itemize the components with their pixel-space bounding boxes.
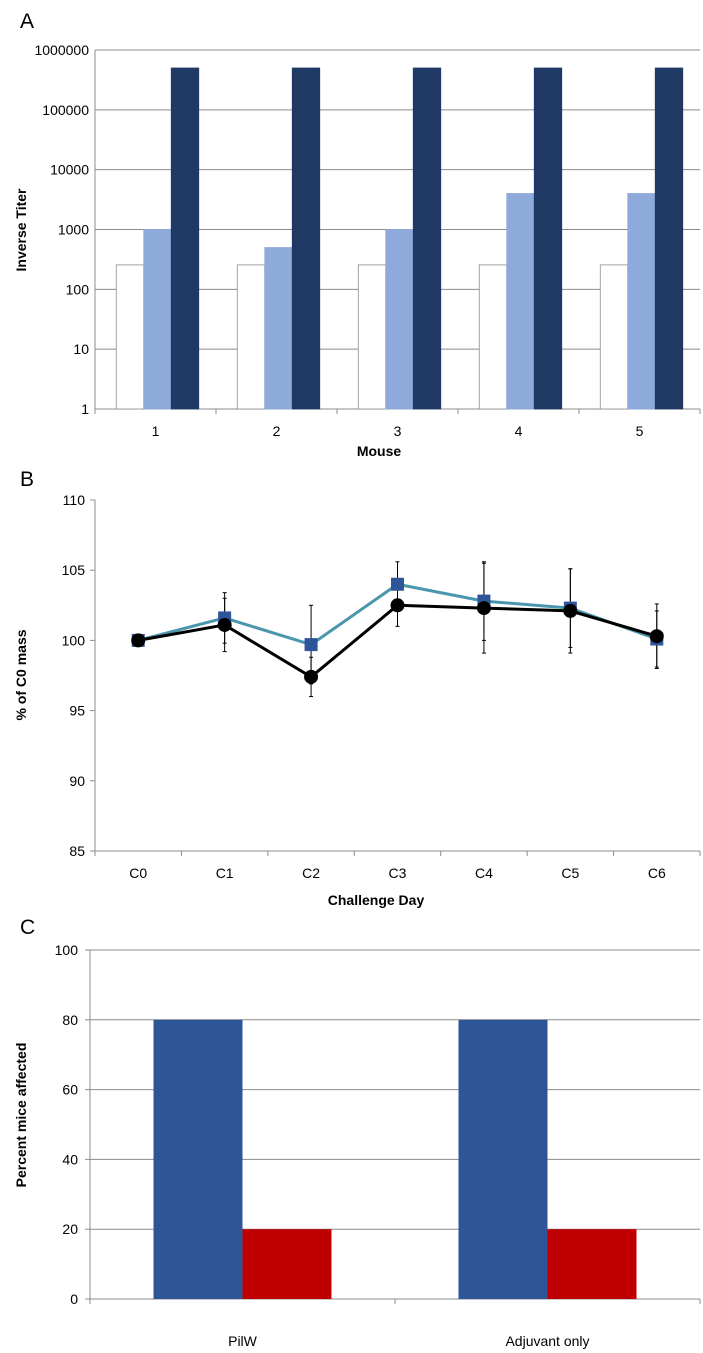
bar xyxy=(153,1019,243,1299)
bar xyxy=(143,229,172,410)
panel-letter-c: C xyxy=(20,916,35,939)
x-tick-label: 4 xyxy=(515,423,523,439)
chart-b-x-axis-title: Challenge Day xyxy=(328,892,425,908)
y-tick-label: 1000 xyxy=(58,222,89,238)
y-tick-label: 110 xyxy=(63,492,86,508)
bar xyxy=(357,264,387,410)
data-point-circle xyxy=(217,617,232,632)
chart-a-y-axis-title: Inverse Titer xyxy=(13,188,29,272)
bar xyxy=(599,264,629,410)
y-tick-label: 60 xyxy=(62,1082,78,1098)
x-tick-label: Adjuvant only xyxy=(505,1333,589,1349)
bar xyxy=(627,193,656,410)
bar xyxy=(654,67,684,410)
y-tick-label: 85 xyxy=(69,843,85,859)
bar xyxy=(236,264,266,410)
y-tick-label: 10000 xyxy=(50,162,89,178)
chart-c-y-axis-title: Percent mice affected xyxy=(13,1043,29,1188)
bar xyxy=(506,193,535,410)
y-tick-label: 1 xyxy=(81,401,89,417)
y-tick-label: 40 xyxy=(62,1151,78,1167)
y-tick-label: 0 xyxy=(70,1291,78,1307)
data-point-circle xyxy=(304,669,319,684)
data-point-circle xyxy=(390,598,405,613)
panel-letter-a: A xyxy=(20,10,34,33)
y-tick-label: 80 xyxy=(62,1012,78,1028)
x-tick-label: 1 xyxy=(152,423,160,439)
y-tick-label: 1000000 xyxy=(34,42,89,58)
data-point-square xyxy=(304,638,318,652)
x-tick-label: C4 xyxy=(475,865,493,881)
x-tick-label: C3 xyxy=(389,865,407,881)
y-tick-label: 100 xyxy=(55,942,79,958)
chart-a-x-axis-title: Mouse xyxy=(357,443,402,459)
inverse-titer-chart: 1 10 100 1000 10000 100000 1000000 1 2 3 4 5 xyxy=(34,42,701,439)
data-point-square xyxy=(391,577,404,591)
bar xyxy=(412,67,442,410)
percent-affected-chart: 0 20 40 60 80 100 PilW Adjuvant only xyxy=(55,942,701,1349)
chart-b-y-axis-title: % of C0 mass xyxy=(13,629,29,720)
bar xyxy=(458,1019,548,1299)
x-tick-label: PilW xyxy=(228,1333,258,1349)
bar xyxy=(478,264,508,410)
mass-line-chart: 85 90 95 100 105 110 C0 C1 C2 C3 C4 C5 C6 xyxy=(62,492,701,881)
x-tick-label: C6 xyxy=(648,865,666,881)
bar xyxy=(291,67,321,410)
bar xyxy=(547,1229,637,1299)
y-tick-label: 90 xyxy=(69,773,85,789)
data-point-circle xyxy=(563,603,578,618)
y-tick-label: 105 xyxy=(62,562,86,578)
bar xyxy=(264,247,293,410)
y-tick-label: 20 xyxy=(62,1221,78,1237)
x-tick-label: 5 xyxy=(636,423,644,439)
x-tick-label: 3 xyxy=(394,423,402,439)
x-tick-label: C2 xyxy=(302,865,320,881)
panel-letter-b: B xyxy=(20,468,34,491)
y-tick-label: 100 xyxy=(66,281,90,297)
y-tick-label: 95 xyxy=(69,703,85,719)
x-tick-label: C0 xyxy=(129,865,147,881)
y-tick-label: 10 xyxy=(73,341,89,357)
x-tick-label: C5 xyxy=(561,865,579,881)
bar xyxy=(115,264,145,410)
data-point-circle xyxy=(131,633,146,648)
data-point-circle xyxy=(649,629,664,644)
bar xyxy=(242,1229,332,1299)
y-tick-label: 100000 xyxy=(42,102,89,118)
x-tick-label: C1 xyxy=(216,865,234,881)
y-tick-label: 100 xyxy=(62,632,86,648)
data-point-circle xyxy=(476,601,491,616)
x-tick-label: 2 xyxy=(273,423,281,439)
bar xyxy=(385,229,414,410)
bar xyxy=(533,67,563,410)
bar xyxy=(170,67,200,410)
